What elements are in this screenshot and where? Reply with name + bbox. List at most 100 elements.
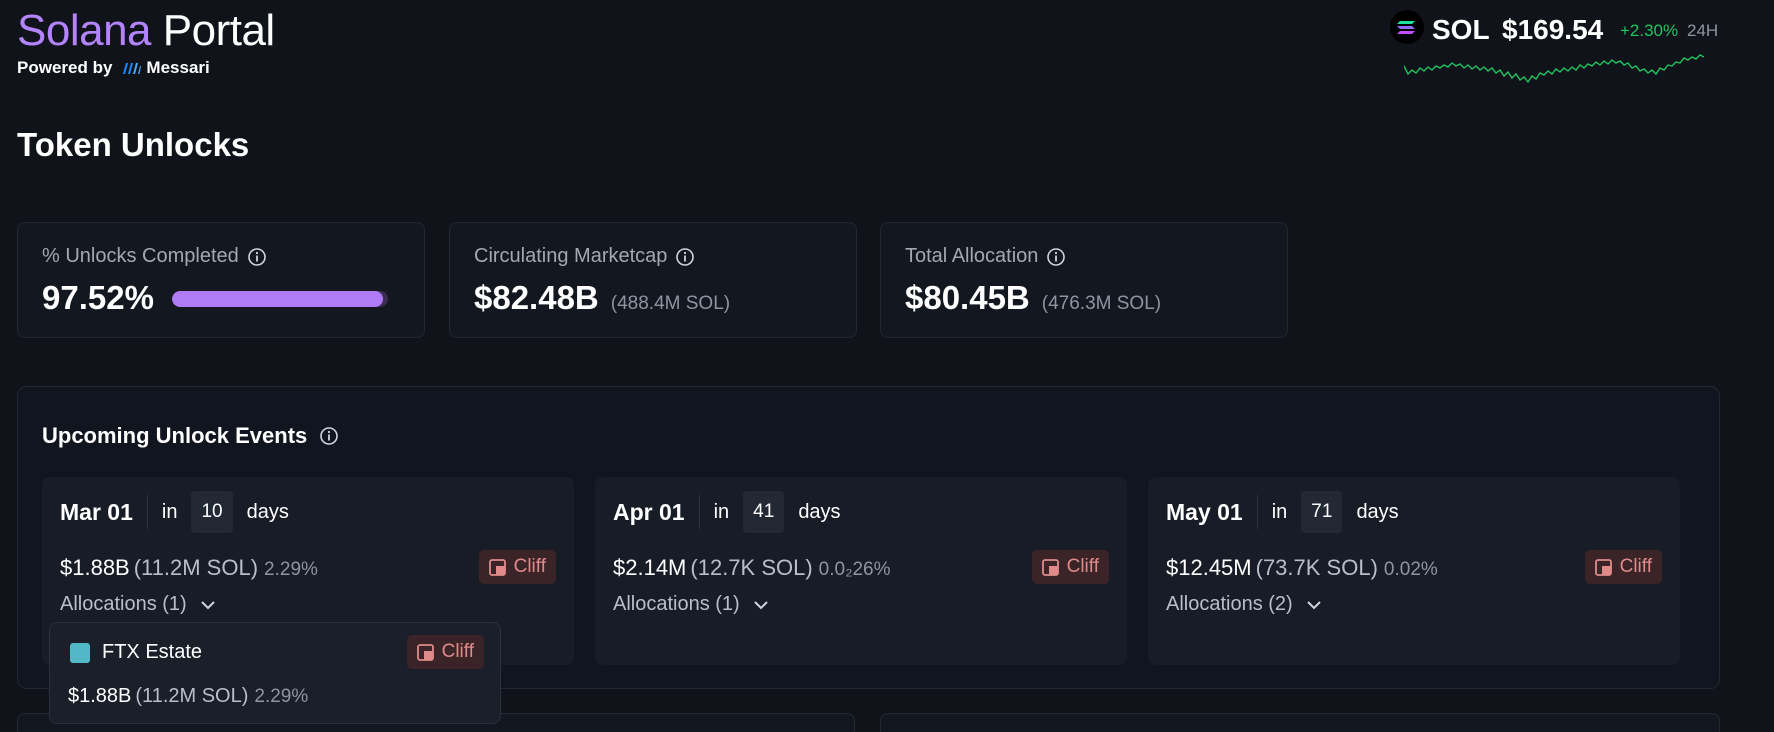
- event-usd: $2.14M: [613, 555, 687, 580]
- allocation-sol: (11.2M SOL): [135, 685, 249, 707]
- stat-main: $80.45B (476.3M SOL): [905, 279, 1161, 317]
- bottom-card-right: [880, 713, 1720, 732]
- event-days-count: 41: [743, 491, 785, 533]
- stat-sub: (488.4M SOL): [610, 293, 731, 314]
- stat-label: Circulating Marketcap: [474, 245, 668, 267]
- messari-logo-icon: [123, 63, 142, 74]
- event-days-count: 71: [1301, 491, 1343, 533]
- cliff-icon: [1041, 558, 1059, 576]
- section-title: Upcoming Unlock Events: [42, 423, 308, 448]
- price-sparkline: [1404, 54, 1704, 84]
- event-header: May 01 in 71 days: [1166, 491, 1399, 533]
- brand-solana: Solana: [17, 6, 152, 55]
- event-date: May 01: [1166, 495, 1258, 529]
- event-date: Mar 01: [60, 495, 148, 529]
- stat-value: $82.48B: [474, 279, 599, 316]
- info-icon[interactable]: [1046, 247, 1066, 267]
- info-icon[interactable]: [319, 426, 339, 446]
- cliff-label: Cliff: [441, 641, 474, 662]
- ticker-change: +2.30%: [1620, 21, 1679, 40]
- allocation-name: FTX Estate: [102, 641, 203, 663]
- stat-sub: (476.3M SOL): [1041, 293, 1162, 314]
- unlock-progress-fill: [172, 291, 383, 307]
- stat-label-row: Circulating Marketcap: [474, 245, 695, 268]
- stat-label-row: % Unlocks Completed: [42, 245, 267, 268]
- allocations-toggle[interactable]: Allocations (2): [1166, 593, 1323, 616]
- brand-portal: Portal: [162, 6, 275, 55]
- cliff-label: Cliff: [1066, 556, 1099, 577]
- event-in-label: in: [713, 500, 730, 523]
- allocations-label: Allocations (1): [613, 593, 740, 615]
- allocations-toggle[interactable]: Allocations (1): [60, 593, 217, 616]
- page-title: Token Unlocks: [17, 126, 250, 163]
- stat-card-total-allocation: Total Allocation $80.45B (476.3M SOL): [880, 222, 1288, 338]
- stat-label-row: Total Allocation: [905, 245, 1066, 268]
- event-days-label: days: [798, 500, 841, 523]
- event-pct: 0.0₂26%: [818, 559, 891, 580]
- event-header: Mar 01 in 10 days: [60, 491, 289, 533]
- stat-value: $80.45B: [905, 279, 1030, 316]
- allocation-usd: $1.88B: [68, 685, 132, 707]
- cliff-badge: Cliff: [1584, 550, 1662, 584]
- event-pct: 2.29%: [264, 559, 318, 580]
- powered-by: Powered by Messari: [17, 58, 275, 78]
- ticker-symbol: SOL: [1432, 14, 1490, 45]
- stat-main: 97.52%: [42, 279, 154, 317]
- event-date: Apr 01: [613, 495, 700, 529]
- event-sol: (11.2M SOL): [133, 555, 259, 580]
- stat-main: $82.48B (488.4M SOL): [474, 279, 730, 317]
- chevron-down-icon: [201, 600, 215, 609]
- event-in-label: in: [1271, 500, 1288, 523]
- solana-logo-icon: [1390, 10, 1424, 44]
- event-pct: 0.02%: [1383, 559, 1438, 580]
- event-header: Apr 01 in 41 days: [613, 491, 841, 533]
- event-days-count: 10: [191, 491, 233, 533]
- event-usd: $1.88B: [60, 555, 130, 580]
- cliff-icon: [416, 643, 434, 661]
- event-in-label: in: [161, 500, 178, 523]
- ticker-price: $169.54: [1502, 14, 1604, 45]
- section-title-row: Upcoming Unlock Events: [42, 423, 339, 449]
- info-icon[interactable]: [675, 247, 695, 267]
- chevron-down-icon: [754, 600, 768, 609]
- cliff-badge: Cliff: [1031, 550, 1109, 584]
- allocations-label: Allocations (2): [1166, 593, 1293, 615]
- stat-value: 97.52%: [42, 279, 154, 316]
- cliff-icon: [1594, 558, 1612, 576]
- stat-label: Total Allocation: [905, 245, 1039, 267]
- event-usd: $12.45M: [1166, 555, 1252, 580]
- allocation-amount: $1.88B (11.2M SOL) 2.29%: [68, 685, 308, 708]
- messari-name: Messari: [146, 58, 210, 77]
- event-days-label: days: [1356, 500, 1399, 523]
- unlock-progress-bar: [172, 291, 388, 307]
- stat-label: % Unlocks Completed: [42, 245, 239, 267]
- info-icon[interactable]: [247, 247, 267, 267]
- allocations-toggle[interactable]: Allocations (1): [613, 593, 770, 616]
- cliff-badge: Cliff: [406, 635, 484, 669]
- event-sol: (73.7K SOL): [1255, 555, 1378, 580]
- allocations-label: Allocations (1): [60, 593, 187, 615]
- allocation-color-swatch: [70, 643, 90, 663]
- cliff-label: Cliff: [513, 556, 546, 577]
- brand-title[interactable]: Solana Portal: [17, 8, 275, 54]
- allocation-pct: 2.29%: [254, 686, 309, 707]
- event-amount: $12.45M (73.7K SOL) 0.02%: [1166, 555, 1438, 581]
- cliff-icon: [488, 558, 506, 576]
- brand[interactable]: Solana Portal Powered by Messari: [17, 8, 275, 78]
- allocation-popover: FTX Estate Cliff $1.88B (11.2M SOL) 2.29…: [49, 622, 501, 724]
- event-sol: (12.7K SOL): [690, 555, 813, 580]
- chevron-down-icon: [1307, 600, 1321, 609]
- stat-card-circulating-marketcap: Circulating Marketcap $82.48B (488.4M SO…: [449, 222, 857, 338]
- cliff-label: Cliff: [1619, 556, 1652, 577]
- stat-card-unlocks-completed: % Unlocks Completed 97.52%: [17, 222, 425, 338]
- event-amount: $1.88B (11.2M SOL) 2.29%: [60, 555, 318, 581]
- event-amount: $2.14M (12.7K SOL) 0.0₂26%: [613, 555, 891, 581]
- ticker-period: 24H: [1687, 21, 1719, 40]
- unlock-event-card: May 01 in 71 days $12.45M (73.7K SOL) 0.…: [1148, 477, 1680, 665]
- unlock-event-card: Apr 01 in 41 days $2.14M (12.7K SOL) 0.0…: [595, 477, 1127, 665]
- powered-by-label: Powered by: [17, 58, 113, 77]
- cliff-badge: Cliff: [478, 550, 556, 584]
- event-days-label: days: [246, 500, 289, 523]
- sol-ticker[interactable]: SOL $169.54 +2.30% 24H: [1390, 8, 1750, 86]
